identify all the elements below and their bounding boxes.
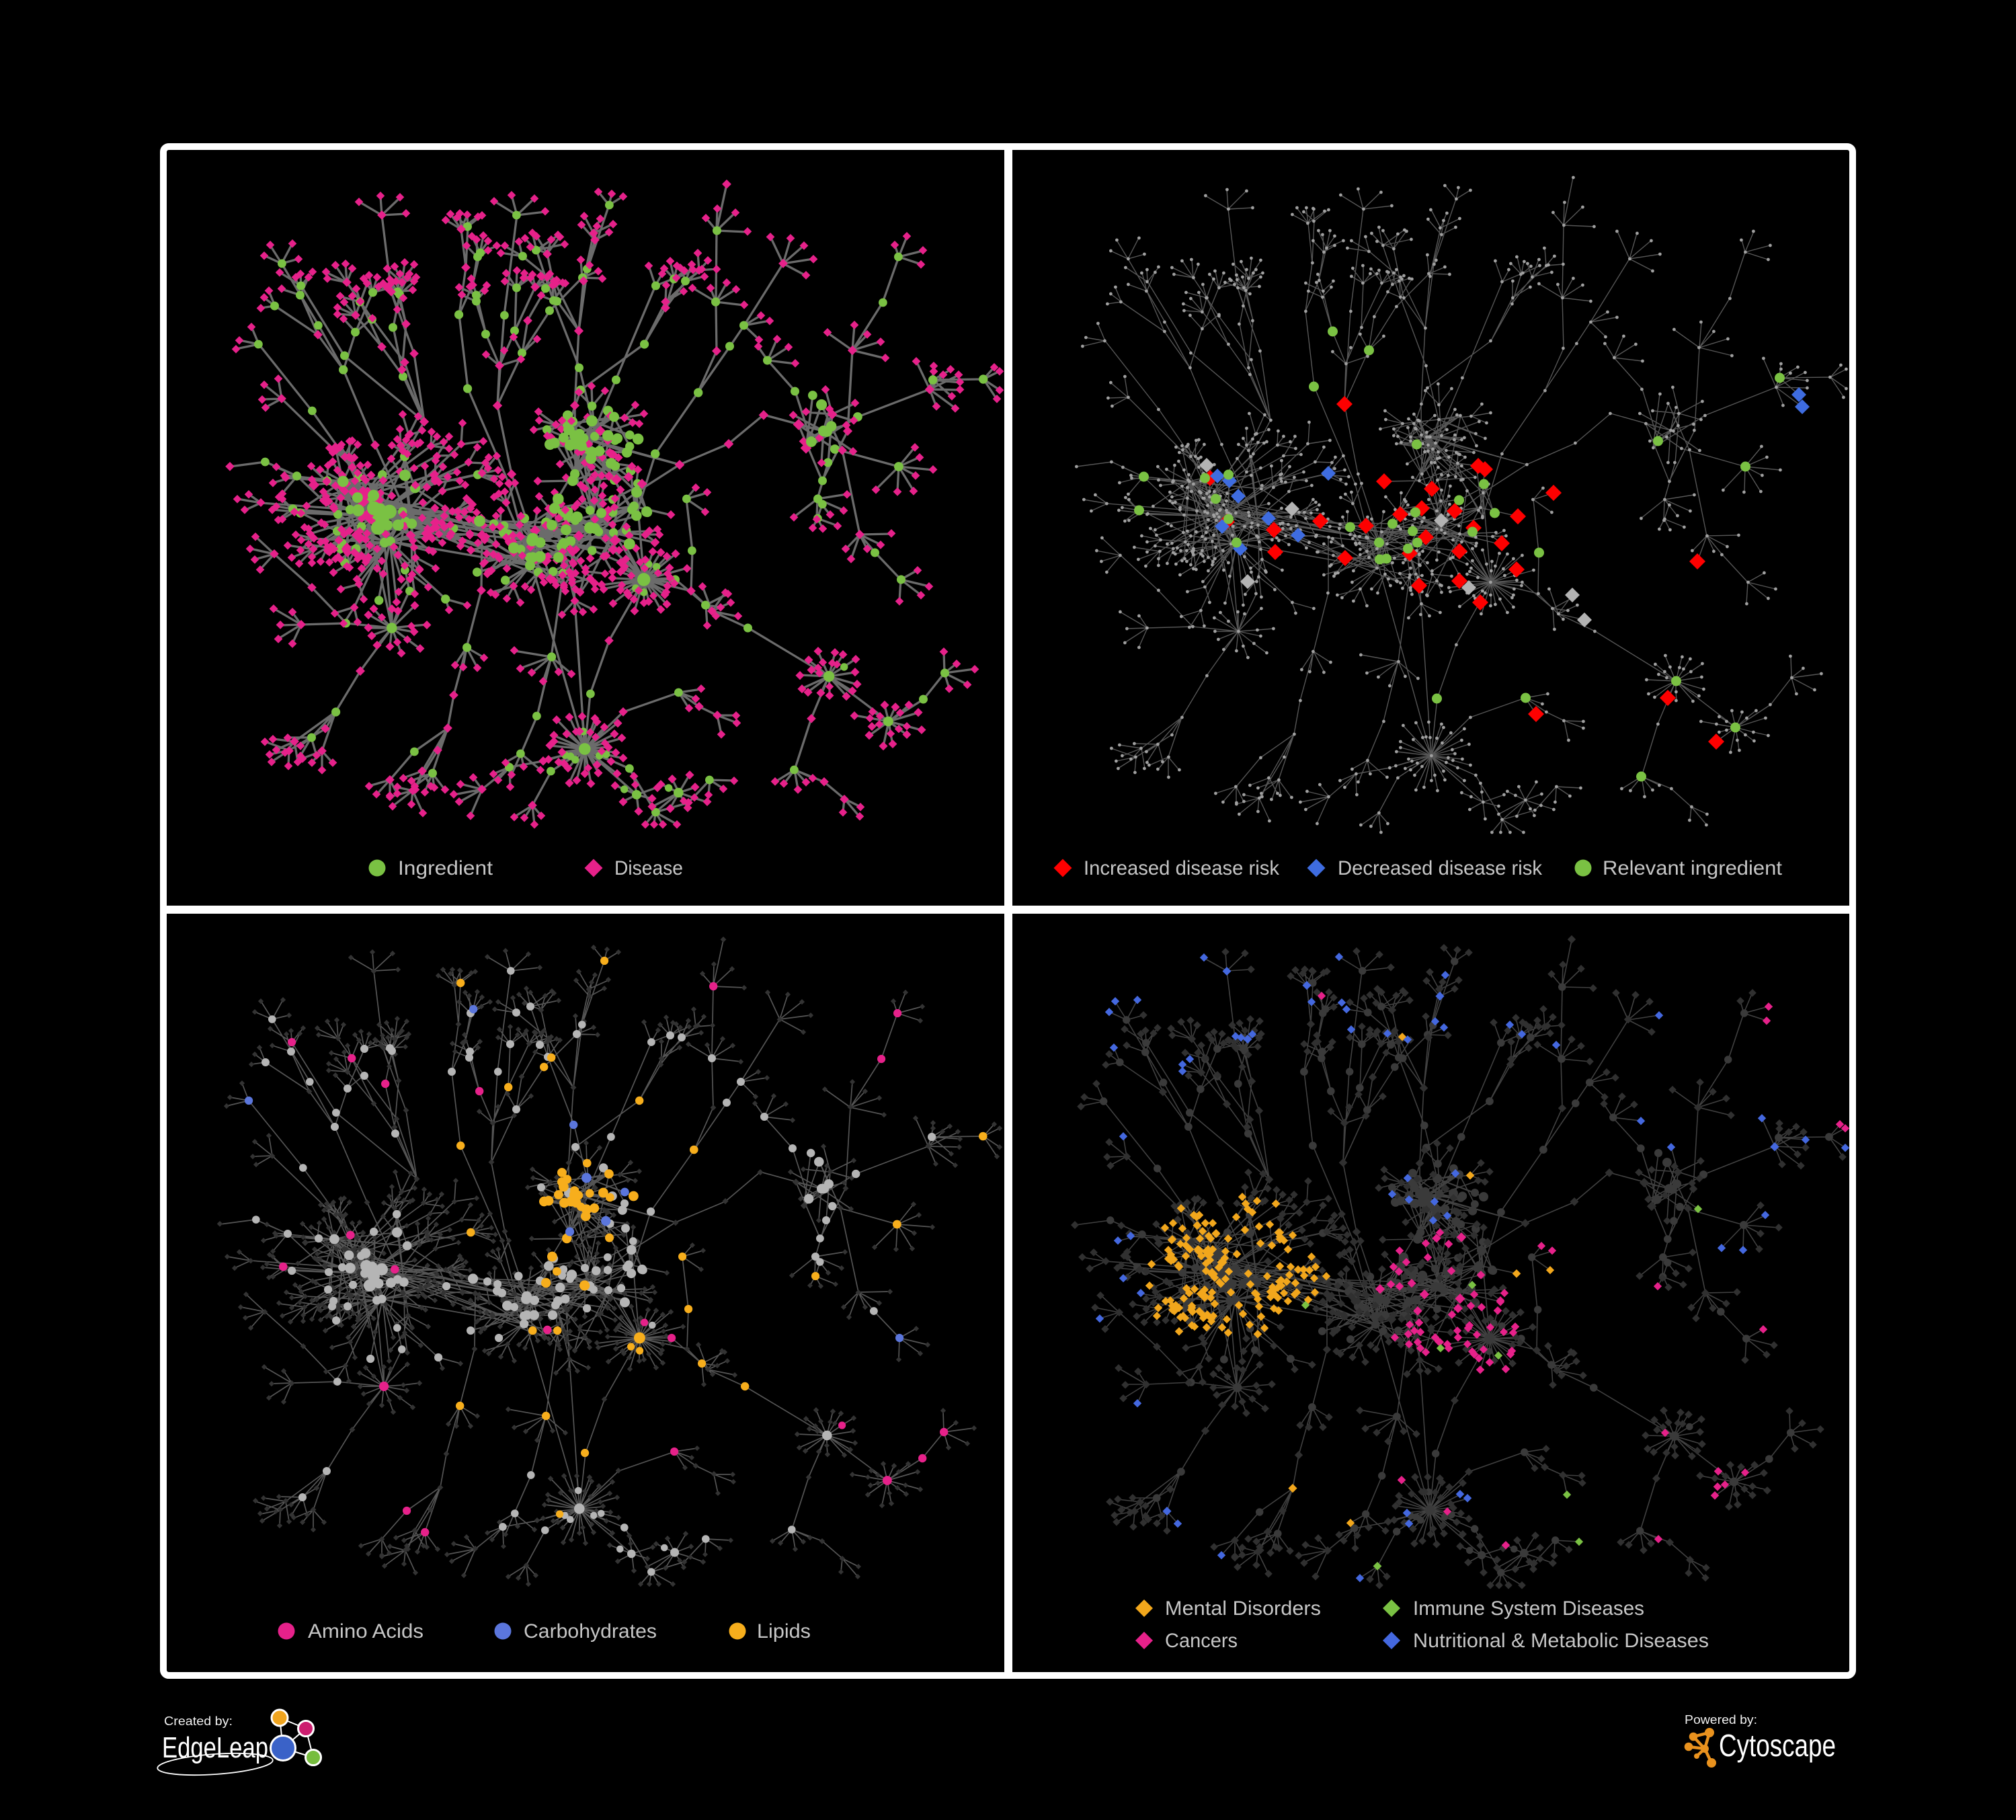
svg-text:Cytoscape: Cytoscape [1719,1728,1836,1763]
svg-text:Relevant ingredient: Relevant ingredient [1603,857,1783,879]
svg-text:Disease: Disease [614,857,683,879]
svg-text:Increased disease risk: Increased disease risk [1084,857,1280,879]
svg-text:Created by:: Created by: [164,1714,233,1728]
svg-text:Decreased disease risk: Decreased disease risk [1338,857,1543,879]
svg-text:Cancers: Cancers [1165,1630,1238,1652]
svg-text:Mental Disorders: Mental Disorders [1165,1597,1321,1620]
svg-text:EdgeLeap: EdgeLeap [162,1731,268,1764]
svg-text:Ingredient: Ingredient [398,857,493,879]
svg-text:Carbohydrates: Carbohydrates [524,1620,657,1643]
svg-text:Nutritional & Metabolic Diseas: Nutritional & Metabolic Diseases [1413,1630,1709,1652]
svg-text:Amino Acids: Amino Acids [308,1620,424,1643]
svg-text:Powered by:: Powered by: [1685,1713,1757,1727]
svg-text:Lipids: Lipids [757,1620,811,1643]
svg-text:Immune System Diseases: Immune System Diseases [1413,1597,1644,1620]
